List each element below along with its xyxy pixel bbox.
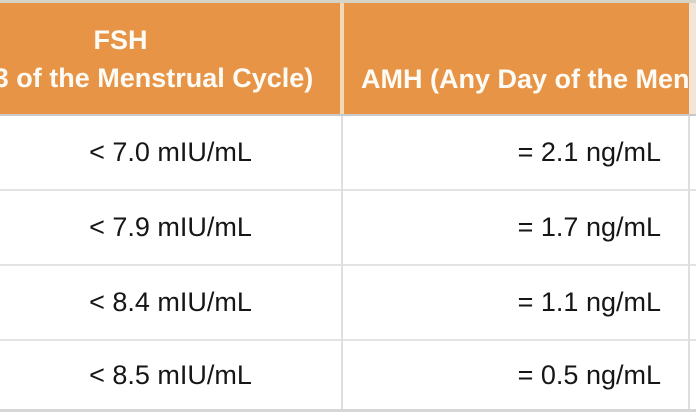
table-row: < 8.4 mIU/mL = 1.1 ng/mL [0, 266, 696, 339]
fsh-value-cell: < 7.0 mIU/mL [89, 137, 252, 167]
top-strip [0, 0, 696, 3]
fsh-header-line2: (Day 3 of the Menstrual Cycle) [0, 62, 314, 93]
amh-value-cell: = 0.5 ng/mL [517, 359, 661, 390]
header-column-divider [340, 3, 344, 114]
table-row: < 7.9 mIU/mL = 1.7 ng/mL [0, 191, 696, 264]
fsh-header-line1: FSH [93, 24, 148, 55]
header-bottom-border [0, 114, 696, 116]
amh-header-label: AMH (Any Day of the Menstrual Cycle) [361, 64, 689, 94]
row-separator [0, 264, 696, 266]
table-bottom-border [0, 409, 696, 412]
fsh-value-cell: < 8.4 mIU/mL [89, 287, 252, 317]
table-header-background [0, 3, 696, 114]
fsh-value-cell: < 8.5 mIU/mL [89, 359, 252, 390]
table-row: < 7.0 mIU/mL = 2.1 ng/mL [0, 116, 696, 189]
body-right-divider [688, 116, 690, 409]
amh-value-cell: = 1.1 ng/mL [517, 287, 661, 317]
row-separator [0, 339, 696, 341]
fsh-value-cell: < 7.9 mIU/mL [89, 212, 252, 242]
table-row: < 8.5 mIU/mL = 0.5 ng/mL [0, 341, 696, 409]
header-right-divider [689, 3, 696, 114]
amh-value-cell: = 2.1 ng/mL [517, 137, 661, 167]
body-column-divider [341, 116, 343, 409]
amh-header-cell: AMH (Any Day of the Menstrual Cycle) [344, 3, 689, 114]
fsh-header-cell: FSH (Day 3 of the Menstrual Cycle) [0, 3, 341, 114]
row-separator [0, 189, 696, 191]
amh-value-cell: = 1.7 ng/mL [517, 212, 661, 242]
